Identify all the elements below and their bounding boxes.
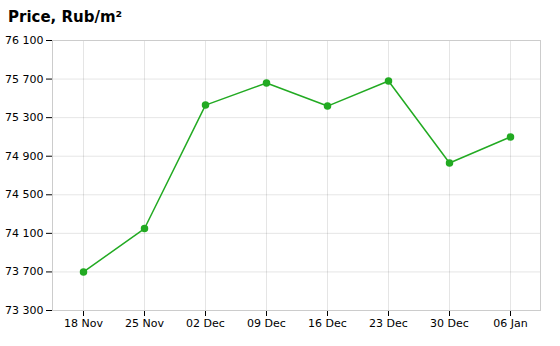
svg-text:74 100: 74 100 xyxy=(5,227,44,240)
svg-text:73 300: 73 300 xyxy=(5,304,44,317)
svg-text:74 900: 74 900 xyxy=(5,150,44,163)
svg-text:16 Dec: 16 Dec xyxy=(308,317,347,330)
svg-text:30 Dec: 30 Dec xyxy=(430,317,469,330)
svg-text:06 Jan: 06 Jan xyxy=(493,317,527,330)
svg-text:25 Nov: 25 Nov xyxy=(125,317,164,330)
svg-text:75 300: 75 300 xyxy=(5,111,44,124)
svg-text:76 100: 76 100 xyxy=(5,34,44,47)
svg-text:74 500: 74 500 xyxy=(5,188,44,201)
html-text:Price, Rub/m²: Price, Rub/m² xyxy=(8,8,123,26)
svg-text:73 700: 73 700 xyxy=(5,265,44,278)
svg-text:75 700: 75 700 xyxy=(5,73,44,86)
svg-text:18 Nov: 18 Nov xyxy=(64,317,103,330)
svg-text:09 Dec: 09 Dec xyxy=(247,317,286,330)
svg-text:23 Dec: 23 Dec xyxy=(369,317,408,330)
svg-text:02 Dec: 02 Dec xyxy=(186,317,225,330)
